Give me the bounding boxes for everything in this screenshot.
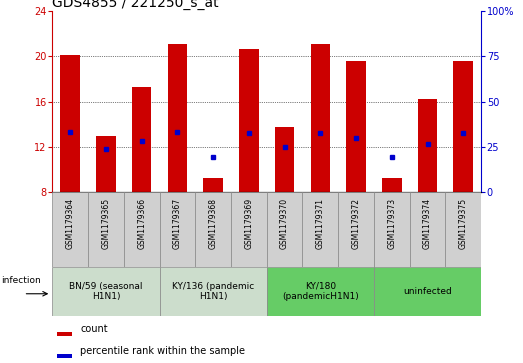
Bar (311, 44, 330, 192)
Text: GSM1179364: GSM1179364 (66, 198, 75, 249)
Bar (267, 192, 302, 267)
Bar (267, 267, 374, 316)
Text: GSM1179371: GSM1179371 (316, 198, 325, 249)
Bar (346, 61, 366, 192)
Text: uninfected: uninfected (403, 287, 452, 296)
Bar (52, 267, 160, 316)
Text: GSM1179370: GSM1179370 (280, 198, 289, 249)
Text: GSM1179375: GSM1179375 (459, 198, 468, 249)
Text: BN/59 (seasonal
H1N1): BN/59 (seasonal H1N1) (69, 282, 143, 301)
Bar (453, 61, 473, 192)
Bar (167, 44, 187, 192)
Bar (418, 99, 437, 192)
Bar (88, 192, 124, 267)
Text: KY/180
(pandemicH1N1): KY/180 (pandemicH1N1) (282, 282, 359, 301)
Text: count: count (80, 324, 108, 334)
Bar (410, 192, 446, 267)
Bar (239, 49, 259, 192)
Bar (195, 192, 231, 267)
Bar (374, 192, 410, 267)
Bar (160, 192, 195, 267)
Bar (56, 331, 72, 336)
Text: GDS4855 / 221250_s_at: GDS4855 / 221250_s_at (52, 0, 219, 10)
Text: GSM1179369: GSM1179369 (244, 198, 253, 249)
Bar (338, 192, 374, 267)
Bar (446, 192, 481, 267)
Bar (302, 192, 338, 267)
Text: infection: infection (1, 276, 41, 285)
Bar (231, 192, 267, 267)
Bar (96, 136, 116, 192)
Bar (56, 354, 72, 358)
Bar (52, 192, 88, 267)
Text: GSM1179373: GSM1179373 (388, 198, 396, 249)
Text: GSM1179374: GSM1179374 (423, 198, 432, 249)
Text: KY/136 (pandemic
H1N1): KY/136 (pandemic H1N1) (172, 282, 254, 301)
Bar (60, 55, 80, 192)
Text: GSM1179365: GSM1179365 (101, 198, 110, 249)
Text: GSM1179367: GSM1179367 (173, 198, 182, 249)
Bar (382, 178, 402, 192)
Bar (203, 178, 223, 192)
Bar (160, 267, 267, 316)
Bar (124, 192, 160, 267)
Bar (374, 267, 481, 316)
Text: percentile rank within the sample: percentile rank within the sample (80, 346, 245, 356)
Bar (132, 87, 152, 192)
Bar (275, 127, 294, 192)
Text: GSM1179372: GSM1179372 (351, 198, 360, 249)
Text: GSM1179366: GSM1179366 (137, 198, 146, 249)
Text: GSM1179368: GSM1179368 (209, 198, 218, 249)
